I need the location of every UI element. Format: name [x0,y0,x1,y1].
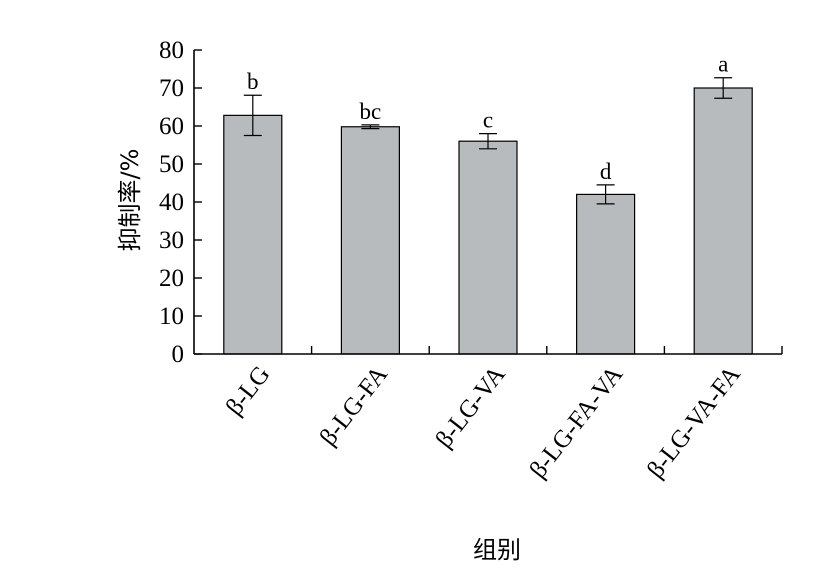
x-category-label: β-LG-VA [431,361,511,453]
significance-label: c [483,108,493,133]
x-category-label: β-LG-FA-VA [525,361,629,483]
bar [458,140,518,355]
bar [693,87,753,355]
bars-layer [223,77,753,355]
x-category-label: β-LG-FA [315,361,393,451]
bar [575,193,636,355]
bar [223,114,283,355]
x-category-label: β-LG [221,361,276,420]
x-category-label: β-LG-VA-FA [642,361,746,483]
significance-label: bc [360,99,382,124]
y-tick-label: 70 [159,75,184,102]
x-axis-title: 组别 [473,536,521,564]
y-tick-label: 20 [159,265,184,292]
y-tick-label: 40 [159,189,184,216]
significance-label: b [247,69,259,94]
y-tick-label: 80 [159,37,184,64]
y-tick-label: 10 [159,303,184,330]
significance-label: d [600,159,612,184]
y-axis-title: 抑制率/% [116,149,144,252]
y-tick-label: 30 [159,227,184,254]
axes-layer [193,49,783,355]
significance-label: a [718,52,728,77]
y-tick-label: 60 [159,113,184,140]
bar [340,126,400,355]
y-tick-label: 0 [172,341,185,368]
y-tick-label: 50 [159,151,184,178]
